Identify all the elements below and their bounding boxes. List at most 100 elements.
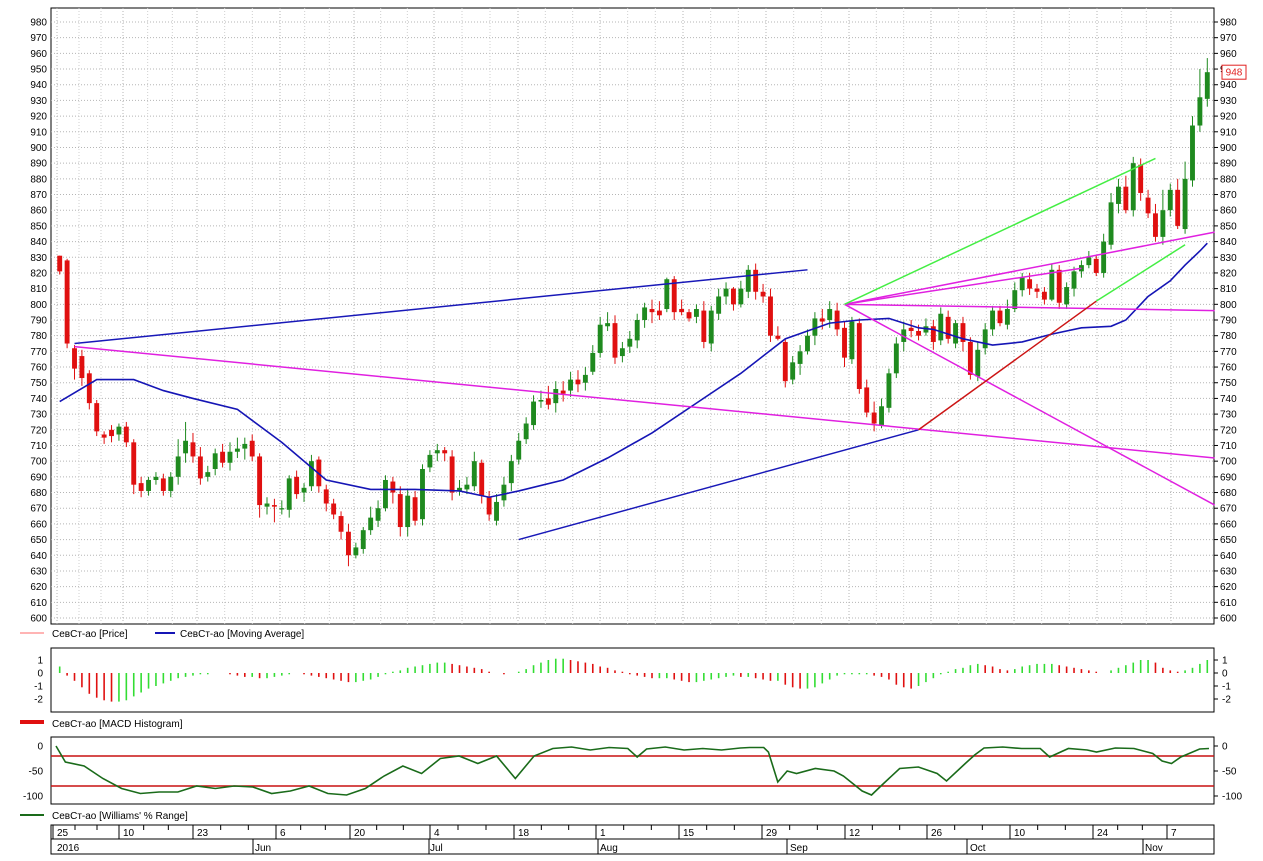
candle-body — [716, 296, 722, 314]
candle-body — [153, 476, 159, 480]
candle-body — [827, 309, 833, 320]
candle-body — [168, 476, 174, 491]
candle-body — [864, 387, 870, 413]
candle-body — [138, 483, 144, 491]
price-y-tick-right: 880 — [1220, 174, 1237, 185]
price-y-tick-left: 960 — [30, 49, 47, 60]
candle-body — [575, 379, 581, 385]
price-y-tick-right: 930 — [1220, 96, 1237, 107]
price-y-tick-left: 750 — [30, 378, 47, 389]
price-y-tick-left: 820 — [30, 268, 47, 279]
candle-body — [220, 451, 226, 463]
day-label: 26 — [931, 828, 943, 839]
candle-body — [1138, 164, 1144, 193]
price-y-tick-right: 640 — [1220, 551, 1237, 562]
candle-body — [656, 310, 662, 316]
candle-body — [368, 517, 374, 531]
candle-body — [412, 497, 418, 521]
candle-body — [731, 288, 736, 305]
price-y-tick-right: 790 — [1220, 316, 1237, 327]
candle-body — [479, 462, 485, 496]
candle-body — [501, 484, 507, 501]
price-y-tick-left: 900 — [30, 143, 47, 154]
candle-body — [486, 497, 492, 515]
legend-ma-label: СевСт-ао [Moving Average] — [180, 629, 304, 640]
candle-body — [612, 323, 618, 358]
candle-body — [531, 401, 536, 426]
day-label: 7 — [1171, 828, 1177, 839]
price-y-tick-right: 680 — [1220, 488, 1237, 499]
day-label: 15 — [683, 828, 695, 839]
candle-body — [1101, 241, 1107, 273]
candle-body — [812, 318, 818, 336]
price-y-tick-left: 910 — [30, 127, 47, 138]
price-y-tick-left: 970 — [30, 33, 47, 44]
trendline — [844, 267, 1082, 306]
candle-body — [264, 503, 270, 507]
candle-body — [301, 487, 307, 493]
price-y-tick-right: 800 — [1220, 300, 1237, 311]
candle-body — [627, 338, 633, 347]
day-label: 18 — [518, 828, 530, 839]
candle-body — [271, 505, 277, 507]
trendline — [518, 429, 919, 541]
candle-body — [131, 442, 137, 485]
macd-y-tick-left: 0 — [37, 669, 43, 680]
candle-body — [768, 296, 773, 336]
candle-body — [1108, 202, 1114, 245]
candle-body — [1056, 269, 1062, 303]
candle-body — [671, 279, 677, 313]
price-y-tick-right: 920 — [1220, 112, 1237, 123]
candle-body — [1197, 97, 1203, 126]
candle-body — [538, 399, 544, 402]
candle-body — [234, 448, 240, 452]
price-y-tick-left: 700 — [30, 457, 47, 468]
price-y-tick-left: 810 — [30, 284, 47, 295]
macd-y-tick-right: -1 — [1222, 682, 1231, 693]
legend-macd-label: СевСт-ао [MACD Histogram] — [52, 719, 183, 730]
candle-body — [1190, 125, 1195, 181]
candle-body — [834, 310, 840, 330]
candle-body — [945, 316, 951, 339]
price-y-tick-left: 640 — [30, 551, 47, 562]
month-label: Sep — [790, 843, 808, 854]
candle-body — [1116, 186, 1121, 204]
price-y-tick-right: 660 — [1220, 519, 1237, 530]
price-y-tick-left: 760 — [30, 363, 47, 374]
candle-body — [605, 323, 611, 327]
price-y-tick-right: 890 — [1220, 159, 1237, 170]
candle-body — [849, 321, 855, 360]
price-y-tick-left: 930 — [30, 96, 47, 107]
candle-body — [212, 453, 218, 469]
candle-body — [160, 478, 166, 491]
trendline — [918, 300, 1097, 431]
candle-body — [197, 456, 203, 479]
candle-body — [1041, 291, 1047, 300]
day-label: 6 — [280, 828, 286, 839]
trendline — [844, 157, 1156, 305]
price-y-tick-left: 660 — [30, 519, 47, 530]
price-y-tick-right: 630 — [1220, 566, 1237, 577]
price-y-tick-left: 690 — [30, 472, 47, 483]
candle-body — [457, 487, 462, 491]
candle-body — [434, 450, 440, 454]
candle-body — [279, 508, 285, 510]
trendline — [74, 345, 1215, 459]
price-y-tick-right: 700 — [1220, 457, 1237, 468]
price-y-tick-right: 730 — [1220, 410, 1237, 421]
candle-body — [427, 454, 433, 468]
price-y-tick-right: 910 — [1220, 127, 1237, 138]
price-y-tick-left: 680 — [30, 488, 47, 499]
macd-y-tick-right: 0 — [1222, 669, 1228, 680]
candle-body — [79, 356, 85, 379]
day-label: 10 — [1014, 828, 1026, 839]
candle-body — [1123, 186, 1129, 211]
candle-body — [1153, 213, 1158, 237]
trendline — [844, 303, 1216, 506]
day-label: 10 — [123, 828, 135, 839]
williams-panel-frame — [50, 736, 1215, 805]
candle-body — [190, 442, 196, 457]
williams-y-tick-left: -50 — [29, 767, 44, 778]
day-label: 29 — [766, 828, 778, 839]
trendline — [844, 303, 1215, 312]
